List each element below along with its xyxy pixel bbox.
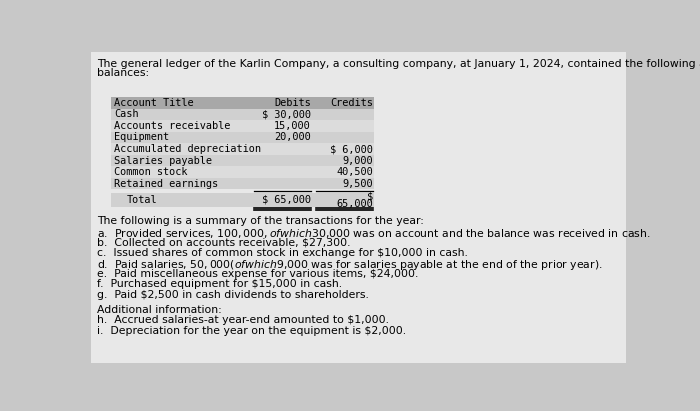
Text: 9,000: 9,000 [342,156,372,166]
Text: Equipment: Equipment [114,132,169,143]
Text: The general ledger of the Karlin Company, a consulting company, at January 1, 20: The general ledger of the Karlin Company… [97,58,700,69]
Text: g.  Paid $2,500 in cash dividends to shareholders.: g. Paid $2,500 in cash dividends to shar… [97,290,369,300]
Text: Cash: Cash [114,109,139,119]
Bar [111,178,374,189]
Text: 65,000: 65,000 [336,199,372,209]
Text: $ 6,000: $ 6,000 [330,144,372,154]
Text: Debits: Debits [274,98,311,108]
Text: Account Title: Account Title [114,98,193,108]
Text: $: $ [367,192,372,202]
Text: balances:: balances: [97,68,149,78]
Text: Retained earnings: Retained earnings [114,179,218,189]
Text: 9,500: 9,500 [342,179,372,189]
Text: $ 65,000: $ 65,000 [262,195,311,205]
Text: h.  Accrued salaries‑at year-end amounted to $1,000.: h. Accrued salaries‑at year-end amounted… [97,315,389,326]
Text: The following is a summary of the transactions for the year:: The following is a summary of the transa… [97,217,424,226]
Text: Accounts receivable: Accounts receivable [114,121,230,131]
Bar [111,120,374,132]
Text: 15,000: 15,000 [274,121,311,131]
Text: a.  Provided services, $100,000, of which $30,000 was on account and the balance: a. Provided services, $100,000, of which… [97,227,650,240]
Bar [111,132,374,143]
Bar [111,143,374,155]
Text: f.  Purchased equipment for $15,000 in cash.: f. Purchased equipment for $15,000 in ca… [97,279,342,289]
Text: Salaries payable: Salaries payable [114,156,212,166]
Text: Additional information:: Additional information: [97,305,221,314]
Text: Credits: Credits [330,98,372,108]
Text: d.  Paid salaries, $50,000 (of which $9,000 was for salaries payable at the end : d. Paid salaries, $50,000 (of which $9,0… [97,259,603,272]
Text: 40,500: 40,500 [336,167,372,177]
Bar [111,97,374,109]
Text: 20,000: 20,000 [274,132,311,143]
Bar [111,155,374,166]
Text: $ 30,000: $ 30,000 [262,109,311,119]
Text: Common stock: Common stock [114,167,188,177]
Text: b.  Collected on accounts receivable, $27,300.: b. Collected on accounts receivable, $27… [97,238,350,247]
Bar [111,109,374,120]
Text: Accumulated depreciation: Accumulated depreciation [114,144,261,154]
Text: Total: Total [126,195,157,205]
Bar [111,166,374,178]
Bar [111,192,374,207]
Text: c.  Issued shares of common stock in exchange for $10,000 in cash.: c. Issued shares of common stock in exch… [97,248,468,258]
Text: e.  Paid miscellaneous expense for various items, $24,000.: e. Paid miscellaneous expense for variou… [97,269,418,279]
Text: i.  Depreciation for the year on the equipment is $2,000.: i. Depreciation for the year on the equi… [97,326,406,336]
